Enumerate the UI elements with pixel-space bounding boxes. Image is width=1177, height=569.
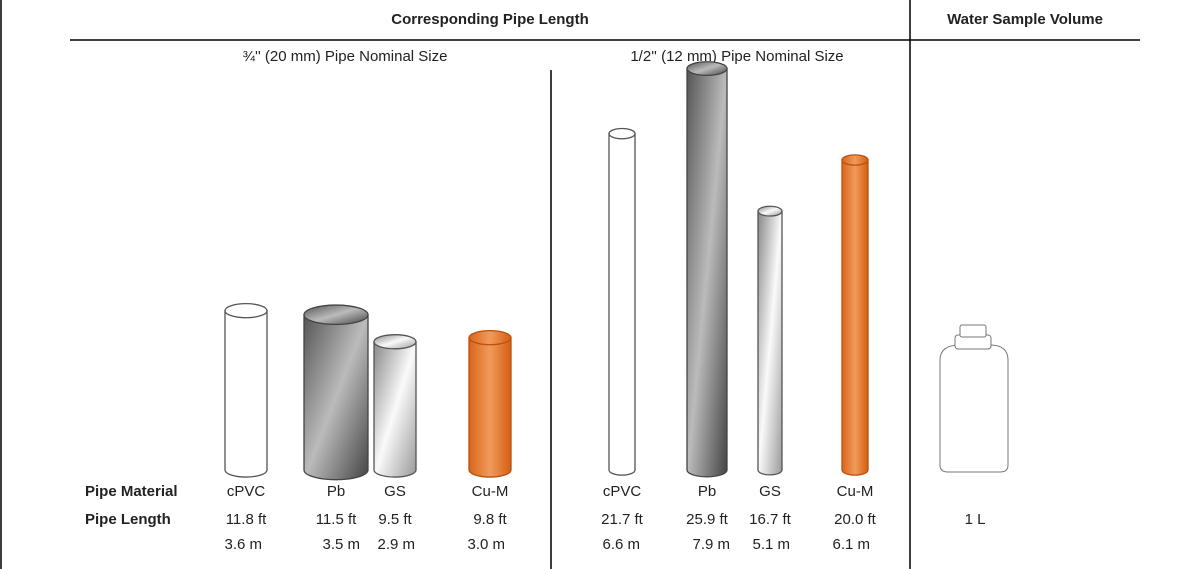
pipe — [687, 62, 727, 477]
pipe-part — [374, 342, 416, 477]
pipe-length-m: 6.1 m — [832, 536, 870, 553]
pipe-length-ft: 21.7 ft — [601, 511, 644, 528]
pipe — [304, 305, 368, 480]
pipe-part — [225, 311, 267, 477]
pipe-length-m: 3.6 m — [224, 536, 262, 553]
pipe-part — [469, 331, 511, 345]
pipe-part — [687, 62, 727, 76]
pipe-part — [225, 304, 267, 318]
pipe-length-ft: 11.8 ft — [226, 511, 267, 528]
pipe-length-ft: 9.5 ft — [378, 511, 412, 528]
pipe-length-m: 7.9 m — [692, 536, 730, 553]
pipe-part — [687, 69, 727, 477]
pipe-part — [758, 211, 782, 475]
pipe-material: GS — [384, 483, 406, 500]
pipe-length-m: 3.0 m — [467, 536, 505, 553]
group-title: 1/2'' (12 mm) Pipe Nominal Size — [630, 48, 843, 65]
pipe-length-ft: 16.7 ft — [749, 511, 792, 528]
pipe-material: GS — [759, 483, 781, 500]
diagram: Corresponding Pipe Length Water Sample V… — [0, 0, 1177, 569]
pipe-part — [842, 155, 868, 165]
pipe-length-m: 6.6 m — [602, 536, 640, 553]
pipe-material: cPVC — [227, 483, 266, 500]
pipe — [469, 331, 511, 477]
sample-volume: 1 L — [965, 511, 986, 528]
volume-title: Water Sample Volume — [947, 11, 1103, 28]
pipe — [758, 206, 782, 475]
bottle — [940, 325, 1008, 472]
pipe-part — [304, 305, 368, 324]
title: Corresponding Pipe Length — [391, 11, 589, 28]
pipe-part — [609, 129, 635, 139]
pipe-length-ft: 11.5 ft — [316, 511, 357, 528]
pipe-material: Pb — [698, 483, 716, 500]
pipe-part — [374, 335, 416, 349]
group-title: ¾'' (20 mm) Pipe Nominal Size — [243, 48, 448, 65]
pipe-part — [304, 315, 368, 480]
pipe-length-ft: 20.0 ft — [834, 511, 877, 528]
pipe-part — [469, 338, 511, 477]
pipe-length-m: 2.9 m — [377, 536, 415, 553]
row-label: Pipe Material — [85, 483, 178, 500]
pipe-material: cPVC — [603, 483, 642, 500]
pipe-length-ft: 9.8 ft — [473, 511, 507, 528]
pipe-part — [609, 134, 635, 475]
pipe — [842, 155, 868, 475]
row-label: Pipe Length — [85, 511, 171, 528]
pipe-material: Cu-M — [837, 483, 874, 500]
pipe-material: Cu-M — [472, 483, 509, 500]
pipe — [609, 129, 635, 476]
pipe-part — [758, 206, 782, 216]
pipe-length-m: 5.1 m — [752, 536, 790, 553]
pipe — [374, 335, 416, 477]
pipe-material: Pb — [327, 483, 345, 500]
pipe — [225, 304, 267, 477]
pipe-length-m: 3.5 m — [322, 536, 360, 553]
pipe-part — [842, 160, 868, 475]
pipe-length-ft: 25.9 ft — [686, 511, 729, 528]
